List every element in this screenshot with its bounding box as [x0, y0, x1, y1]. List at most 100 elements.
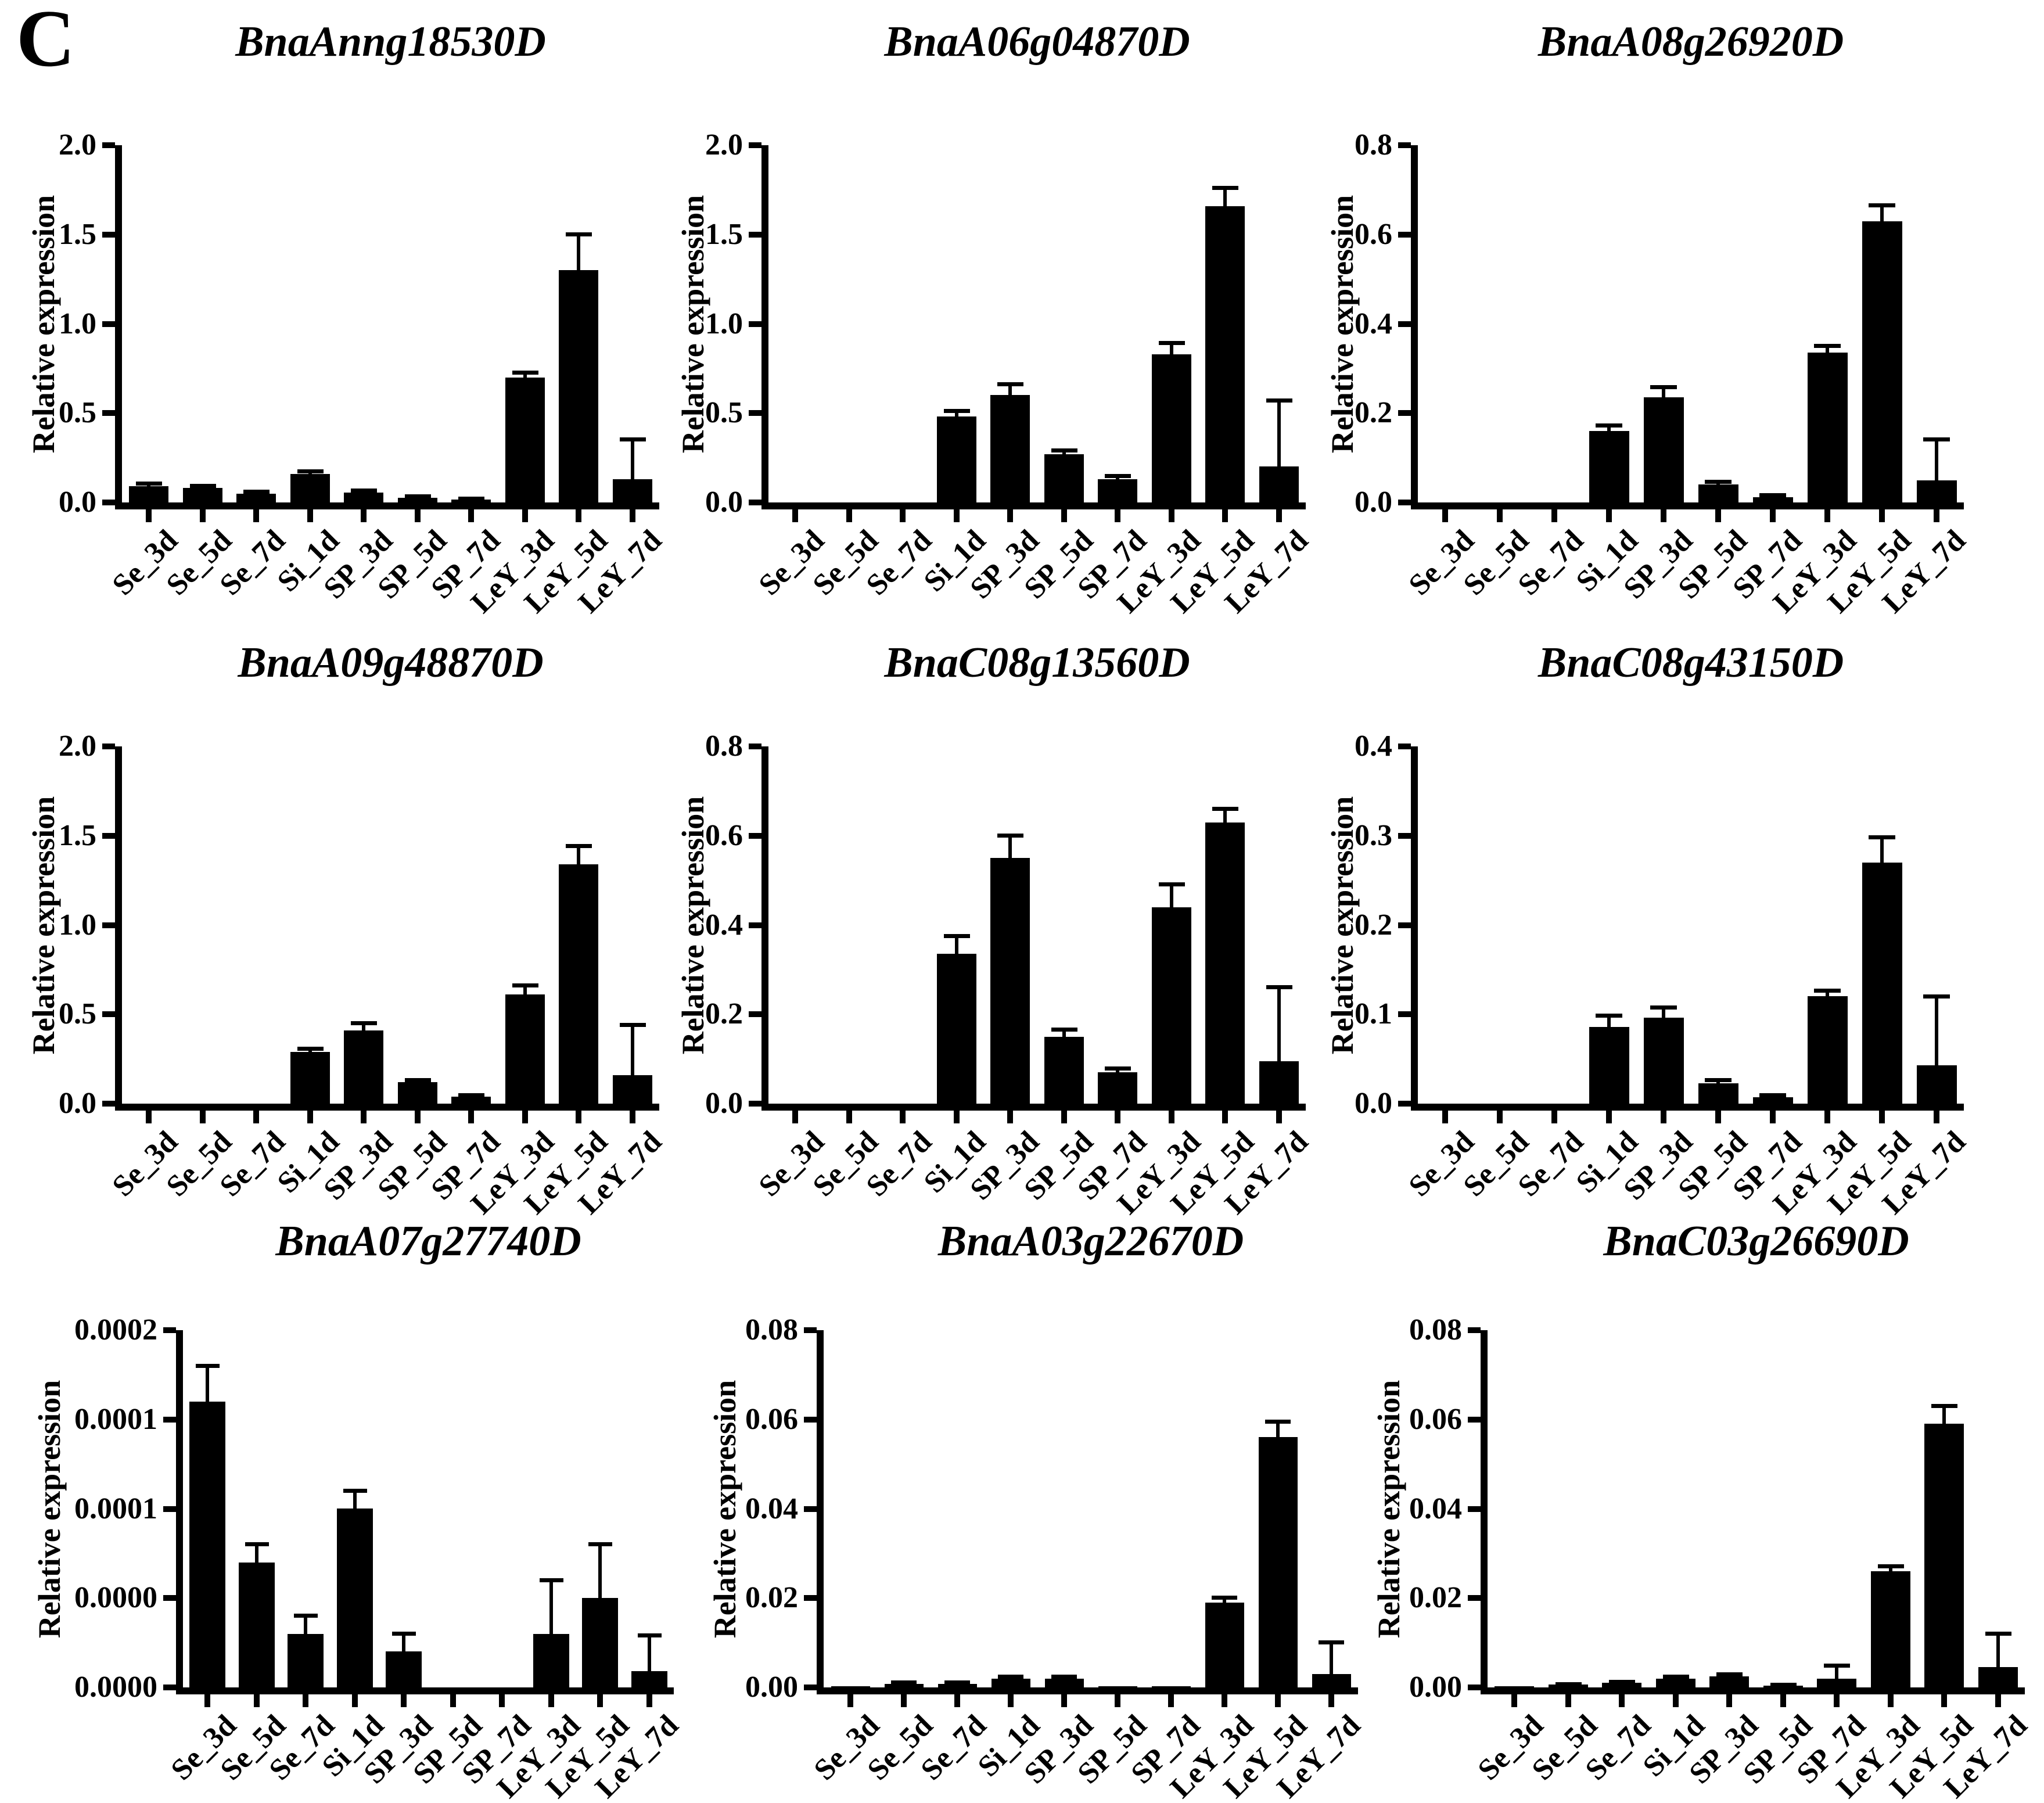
error-bar-cap	[620, 1023, 646, 1027]
x-tick-mark	[1715, 509, 1721, 522]
bar-se-7d	[1602, 1683, 1641, 1687]
x-tick-mark	[1824, 1111, 1830, 1123]
error-bar-cap	[136, 482, 162, 486]
error-bar-cap	[1759, 1093, 1786, 1097]
error-bar-cap	[458, 497, 484, 501]
bar-se-3d	[189, 1402, 225, 1687]
y-tick-label: 0.04	[745, 1492, 798, 1525]
x-tick-mark	[1115, 509, 1120, 522]
bar-si-1d	[337, 1509, 373, 1687]
error-bar-cap	[1266, 985, 1292, 989]
y-tick-label: 2.0	[705, 128, 743, 161]
bar-ley-3d	[1808, 353, 1848, 502]
x-tick-mark	[307, 509, 313, 522]
y-tick-mark	[749, 142, 761, 148]
x-tick-mark	[1934, 1111, 1939, 1123]
bar-sp-3d	[1644, 397, 1684, 502]
y-tick-label: 1.5	[705, 218, 743, 251]
error-bar-line	[1880, 838, 1884, 863]
error-bar-line	[1996, 1634, 2000, 1667]
x-tick-mark	[597, 1694, 603, 1707]
y-tick-label: 0.0001	[74, 1492, 157, 1525]
bar-sp-7d	[451, 500, 491, 502]
x-tick-mark	[1061, 1111, 1067, 1123]
x-tick-mark	[1442, 509, 1448, 522]
x-tick-mark	[1115, 1111, 1120, 1123]
bar-ley-7d	[1917, 480, 1957, 502]
bar-si-1d	[1589, 1027, 1629, 1104]
bar-sp-7d	[1098, 479, 1137, 502]
y-tick-label: 0.0	[1355, 486, 1392, 519]
y-tick-mark	[1468, 1685, 1481, 1690]
x-tick-mark	[204, 1694, 210, 1707]
y-tick-label: 0.02	[745, 1581, 798, 1614]
y-tick-label: 0.00	[745, 1671, 798, 1704]
error-bar-cap	[566, 844, 592, 848]
y-tick-mark	[163, 1327, 176, 1333]
error-bar-cap	[997, 382, 1023, 386]
bar-si-1d	[290, 1052, 330, 1104]
error-bar-line	[1277, 401, 1281, 466]
error-bar-cap	[638, 1633, 662, 1637]
bar-sp-3d	[990, 858, 1030, 1104]
error-bar-cap	[1923, 994, 1950, 999]
y-tick-label: 0.2	[1355, 908, 1392, 942]
y-tick-label: 0.0	[705, 1087, 743, 1120]
bar-sp-7d	[1753, 497, 1793, 502]
bar-ley-3d	[1808, 996, 1848, 1104]
error-bar-line	[1662, 1008, 1665, 1018]
error-bar-cap	[1212, 186, 1238, 190]
error-bar-line	[598, 1545, 602, 1598]
error-bar-line	[1662, 387, 1665, 397]
y-tick-mark	[1398, 410, 1411, 416]
x-tick-mark	[1726, 1694, 1732, 1707]
error-bar-cap	[1716, 1672, 1743, 1676]
y-tick-label: 1.0	[705, 307, 743, 340]
y-axis-line	[817, 1330, 824, 1694]
y-tick-mark	[1398, 1011, 1411, 1017]
bar-se-5d	[239, 1563, 275, 1687]
x-tick-mark	[499, 1694, 505, 1707]
x-tick-mark	[1824, 509, 1830, 522]
y-axis-line	[115, 746, 122, 1111]
error-bar-line	[362, 1023, 365, 1030]
y-tick-mark	[1468, 1595, 1481, 1601]
y-axis-line	[176, 1330, 183, 1694]
bar-ley-5d	[1862, 221, 1902, 502]
chart-title: BnaA08g26920D	[1538, 18, 1844, 66]
chart-title: BnaA07g27740D	[275, 1217, 581, 1265]
x-tick-mark	[1619, 1694, 1625, 1707]
x-tick-mark	[361, 1111, 367, 1123]
bar-se-7d	[236, 494, 276, 502]
error-bar-cap	[1212, 1596, 1237, 1600]
bar-ley-3d	[533, 1634, 569, 1687]
x-tick-mark	[415, 509, 421, 522]
x-tick-mark	[792, 1111, 798, 1123]
error-bar-cap	[405, 1078, 431, 1082]
y-tick-mark	[749, 232, 761, 238]
error-bar-cap	[620, 437, 646, 441]
error-bar-cap	[1759, 493, 1786, 497]
x-tick-mark	[1565, 1694, 1571, 1707]
error-bar-line	[304, 1616, 307, 1634]
error-bar-cap	[1159, 882, 1185, 886]
x-axis-line	[115, 1104, 659, 1111]
error-bar-line	[1942, 1406, 1946, 1424]
x-tick-mark	[1511, 1694, 1517, 1707]
y-axis-line	[1411, 145, 1418, 509]
error-bar-line	[1277, 987, 1281, 1061]
y-tick-label: 0.5	[59, 396, 96, 429]
y-tick-mark	[749, 744, 761, 749]
bar-ley-7d	[613, 479, 652, 502]
error-bar-line	[523, 373, 527, 378]
y-tick-label: 0.06	[745, 1403, 798, 1436]
x-tick-mark	[1275, 1694, 1281, 1707]
error-bar-line	[577, 846, 580, 864]
bar-sp-3d	[344, 1030, 383, 1104]
error-bar-line	[1223, 1598, 1226, 1603]
y-tick-label: 0.3	[1355, 819, 1392, 852]
y-tick-label: 0.4	[1355, 307, 1392, 340]
x-tick-mark	[630, 509, 635, 522]
error-bar-cap	[1051, 1675, 1077, 1679]
